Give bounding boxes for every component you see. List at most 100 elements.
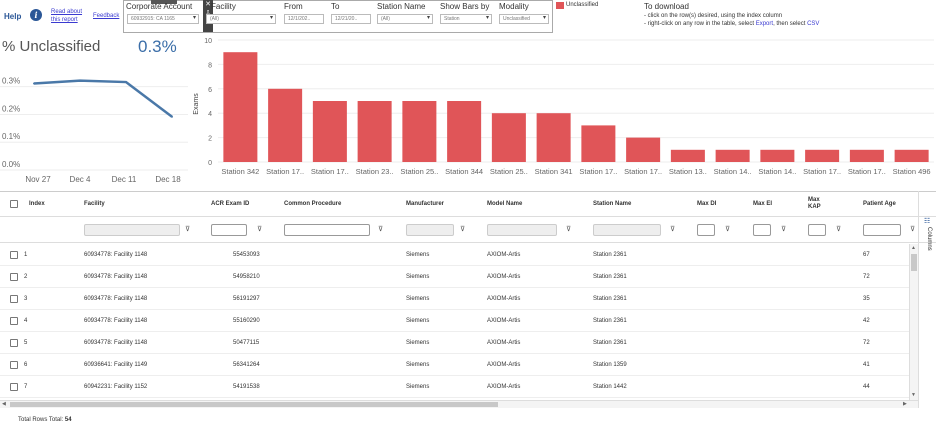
bar[interactable] xyxy=(626,137,661,162)
max-kap-filter-input[interactable] xyxy=(808,224,826,236)
table-cell: Station 1359 xyxy=(593,362,627,368)
to-date-input[interactable]: 12/21/20.. xyxy=(331,14,371,24)
horizontal-scrollbar[interactable]: ◀ ▶ xyxy=(0,400,918,408)
help-link[interactable]: Help xyxy=(4,12,22,21)
vertical-scrollbar[interactable]: ▲ ▼ xyxy=(909,244,918,400)
station-name-select[interactable]: (All) xyxy=(377,14,433,24)
corporate-account-select[interactable]: 60932915: CA 1165 xyxy=(127,14,199,24)
col-acr-exam-id[interactable]: ACR Exam ID xyxy=(211,201,250,207)
bar[interactable] xyxy=(223,52,258,163)
max-ei-filter-input[interactable] xyxy=(753,224,771,236)
feedback-link[interactable]: Feedback xyxy=(93,13,120,19)
info-icon[interactable]: i xyxy=(30,9,42,21)
bar[interactable] xyxy=(268,88,303,162)
trend-point[interactable] xyxy=(33,82,35,85)
scroll-up-icon[interactable]: ▲ xyxy=(911,245,916,251)
row-checkbox[interactable] xyxy=(10,295,18,303)
row-checkbox[interactable] xyxy=(10,317,18,325)
exam-id-filter-input[interactable] xyxy=(211,224,247,236)
max-kap-filter-icon[interactable]: ⊽ xyxy=(836,226,842,233)
manufacturer-filter-input[interactable] xyxy=(406,224,454,236)
manufacturer-filter-icon[interactable]: ⊽ xyxy=(460,226,466,233)
scroll-down-icon[interactable]: ▼ xyxy=(911,392,916,398)
bar[interactable] xyxy=(805,149,840,162)
bar[interactable] xyxy=(491,113,526,162)
bar-x-tick-label: Station 341 xyxy=(535,167,573,176)
facility-filter-icon[interactable]: ⊽ xyxy=(185,226,191,233)
table-cell: Station 2361 xyxy=(593,296,627,302)
modality-label: Modality xyxy=(499,2,529,11)
facility-filter-input[interactable] xyxy=(84,224,180,236)
show-bars-select[interactable]: Station xyxy=(440,14,492,24)
columns-side-panel[interactable]: ☷ Columns xyxy=(918,191,936,408)
bar[interactable] xyxy=(894,149,929,162)
modality-select[interactable]: Unclassified xyxy=(499,14,549,24)
row-checkbox[interactable] xyxy=(10,339,18,347)
table-footer: Total Rows Total: 54 xyxy=(18,417,72,423)
table-cell: 50477115 xyxy=(233,340,260,346)
bar[interactable] xyxy=(536,113,571,162)
close-icon[interactable]: ✕ xyxy=(205,1,211,8)
col-manufacturer[interactable]: Manufacturer xyxy=(406,201,445,207)
table-row[interactable]: 1 60934778: Facility 1148 55453093 Siemens A… xyxy=(0,244,910,266)
model-filter-input[interactable] xyxy=(487,224,557,236)
scroll-left-icon[interactable]: ◀ xyxy=(2,401,6,407)
model-filter-icon[interactable]: ⊽ xyxy=(566,226,572,233)
col-index[interactable]: Index xyxy=(29,201,45,207)
exam-id-filter-icon[interactable]: ⊽ xyxy=(257,226,263,233)
trend-point[interactable] xyxy=(79,79,81,82)
col-patient-age[interactable]: Patient Age xyxy=(863,201,896,207)
col-station-name[interactable]: Station Name xyxy=(593,201,632,207)
table-row[interactable]: 4 60934778: Facility 1148 55160290 Siemens A… xyxy=(0,310,910,332)
bar[interactable] xyxy=(670,149,705,162)
bar[interactable] xyxy=(849,149,884,162)
table-cell: 2 xyxy=(24,274,28,280)
procedure-filter-icon[interactable]: ⊽ xyxy=(378,226,384,233)
horizontal-scroll-thumb[interactable] xyxy=(10,402,498,407)
col-max-ei[interactable]: Max EI xyxy=(753,201,773,207)
bar[interactable] xyxy=(760,149,795,162)
columns-icon[interactable]: ☷ xyxy=(924,218,931,225)
row-checkbox[interactable] xyxy=(10,251,18,259)
scroll-right-icon[interactable]: ▶ xyxy=(903,401,907,407)
row-checkbox[interactable] xyxy=(10,273,18,281)
station-filter-icon[interactable]: ⊽ xyxy=(670,226,676,233)
col-max-kap[interactable]: Max KAP xyxy=(808,197,821,210)
table-cell: 55453093 xyxy=(233,252,260,258)
vertical-scroll-thumb[interactable] xyxy=(911,254,917,271)
bar[interactable] xyxy=(357,101,392,162)
trend-line[interactable] xyxy=(33,79,173,118)
bar[interactable] xyxy=(402,101,437,162)
table-row[interactable]: 3 60934778: Facility 1148 56191297 Siemens A… xyxy=(0,288,910,310)
table-cell: 60934778: Facility 1148 xyxy=(84,318,148,324)
bar[interactable] xyxy=(581,125,616,162)
read-about-link[interactable]: Read about this report xyxy=(51,9,83,23)
columns-panel-label[interactable]: Columns xyxy=(926,227,932,251)
station-filter-input[interactable] xyxy=(593,224,661,236)
from-date-input[interactable]: 12/1/202.. xyxy=(284,14,324,24)
age-filter-input[interactable] xyxy=(863,224,901,236)
procedure-filter-input[interactable] xyxy=(284,224,370,236)
row-checkbox[interactable] xyxy=(10,361,18,369)
table-row[interactable]: 6 60936641: Facility 1149 56341264 Siemens A… xyxy=(0,354,910,376)
col-common-procedure[interactable]: Common Procedure xyxy=(284,201,342,207)
table-row[interactable]: 7 60942231: Facility 1152 54191538 Siemens A… xyxy=(0,376,910,398)
col-model-name[interactable]: Model Name xyxy=(487,201,523,207)
bar[interactable] xyxy=(312,101,347,162)
max-di-filter-input[interactable] xyxy=(697,224,715,236)
age-filter-icon[interactable]: ⊽ xyxy=(910,226,916,233)
trend-point[interactable] xyxy=(171,115,173,118)
panel-grip[interactable] xyxy=(151,0,177,4)
trend-point[interactable] xyxy=(125,81,127,84)
col-facility[interactable]: Facility xyxy=(84,201,105,207)
row-checkbox[interactable] xyxy=(10,383,18,391)
bar[interactable] xyxy=(715,149,750,162)
bar[interactable] xyxy=(447,101,482,162)
col-max-di[interactable]: Max DI xyxy=(697,201,717,207)
max-ei-filter-icon[interactable]: ⊽ xyxy=(781,226,787,233)
select-all-checkbox[interactable] xyxy=(10,200,18,208)
table-row[interactable]: 2 60934778: Facility 1148 54958210 Siemens A… xyxy=(0,266,910,288)
max-di-filter-icon[interactable]: ⊽ xyxy=(725,226,731,233)
facility-select[interactable]: (All) xyxy=(206,14,276,24)
table-row[interactable]: 5 60934778: Facility 1148 50477115 Siemens A… xyxy=(0,332,910,354)
